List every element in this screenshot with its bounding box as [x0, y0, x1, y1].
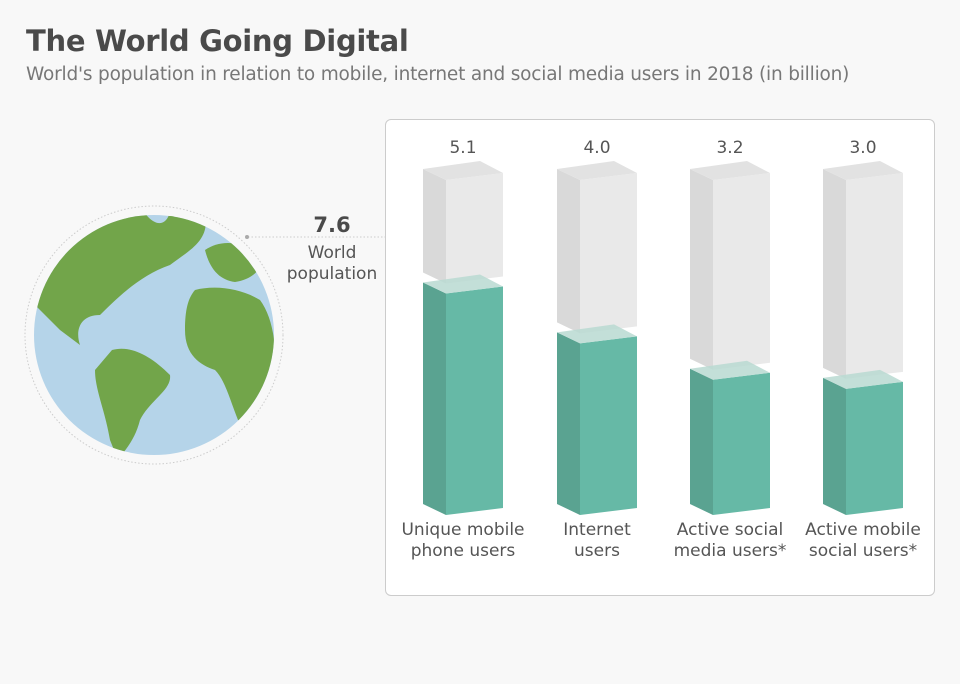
empty-bar-side — [690, 169, 713, 370]
empty-bar-top — [423, 161, 503, 180]
category-label: Internet — [563, 520, 631, 540]
empty-bar-front — [846, 173, 903, 379]
bar — [713, 372, 770, 515]
bar-side — [423, 282, 446, 515]
category-label: Unique mobile — [401, 520, 524, 540]
bar-top — [423, 274, 503, 294]
bar-side — [557, 332, 580, 515]
category-label: users — [574, 541, 620, 561]
bar-side — [823, 377, 846, 515]
population-leader-dot — [245, 235, 249, 239]
population-caption-line1: World — [308, 243, 357, 263]
empty-bar-top — [823, 161, 903, 180]
bar-top — [823, 369, 903, 389]
category-label: Active social — [677, 520, 783, 540]
empty-bar-top — [690, 161, 770, 180]
empty-bar-side — [823, 169, 846, 379]
chart-title: The World Going Digital — [26, 24, 409, 58]
empty-bar-front — [713, 173, 770, 370]
empty-bar-front — [446, 173, 503, 284]
empty-bar-side — [423, 169, 446, 284]
empty-bar-front — [580, 173, 637, 334]
category-label: Active mobile — [805, 520, 921, 540]
bar-top — [557, 324, 637, 344]
category-label: phone users — [411, 541, 516, 561]
bar-value-label: 3.2 — [716, 138, 743, 158]
bar — [446, 286, 503, 515]
bar-side — [690, 368, 713, 515]
population-caption-line2: population — [287, 264, 377, 284]
population-value: 7.6 — [313, 213, 350, 237]
bar-top — [690, 360, 770, 380]
bar — [846, 381, 903, 515]
bar-value-label: 3.0 — [849, 138, 876, 158]
chart-subtitle: World's population in relation to mobile… — [26, 64, 850, 85]
empty-bar-side — [557, 169, 580, 334]
bar-value-label: 5.1 — [449, 138, 476, 158]
empty-bar-top — [557, 161, 637, 180]
category-label: social users* — [809, 541, 917, 561]
category-label: media users* — [674, 541, 787, 561]
bar — [580, 336, 637, 515]
bar-value-label: 4.0 — [583, 138, 610, 158]
globe-icon — [24, 205, 284, 465]
